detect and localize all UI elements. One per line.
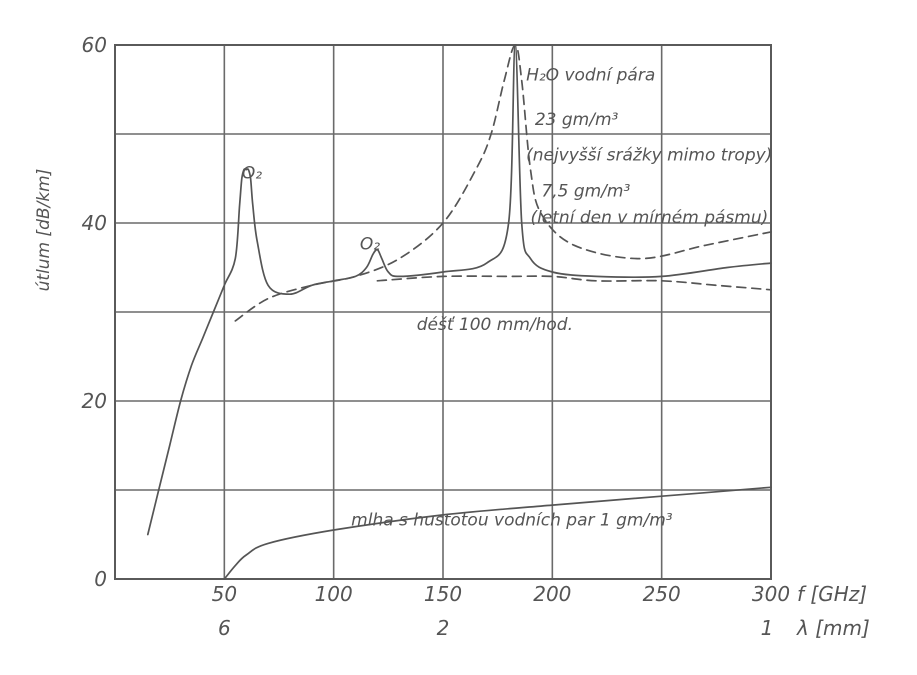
y-tick-label: 20: [82, 389, 107, 413]
annotation-label: déšť 100 mm/hod.: [417, 315, 573, 335]
y-tick-labels: 0 20 40 60: [82, 33, 107, 591]
series-line-2: [223, 486, 772, 580]
chart-annotations: O₂ O₂ H₂O vodní pára 23 gm/m³ (nejvyšší sráž…: [242, 66, 773, 531]
x2-tick-label: 2: [437, 616, 450, 640]
x-tick-label: 200: [533, 582, 571, 606]
annotation-label: (letní den v mírném pásmu): [530, 208, 768, 228]
y-tick-label: 60: [82, 33, 107, 57]
chart-series: [146, 44, 772, 580]
x-tick-label: 150: [424, 582, 462, 606]
x2-axis-label: λ [mm]: [796, 616, 870, 640]
x-axis-label: f [GHz]: [797, 582, 867, 606]
annotation-label: (nejvyšší srážky mimo tropy): [526, 146, 772, 166]
annotation-label: H₂O vodní pára: [526, 66, 655, 86]
series-line-1: [146, 44, 772, 536]
chart-grid: [114, 44, 772, 580]
annotation-label: O₂: [360, 235, 380, 255]
x2-tick-label: 6: [218, 616, 231, 640]
plot-frame: [114, 44, 772, 580]
x2-tick-labels: 6 2 1: [218, 616, 773, 640]
x2-tick-label: 1: [761, 616, 774, 640]
x-tick-label: 50: [212, 582, 237, 606]
x-tick-labels: 50 100 150 200 250 300: [212, 582, 790, 606]
y-tick-label: 0: [94, 567, 107, 591]
series-line-3: [234, 44, 772, 322]
x-tick-label: 300: [752, 582, 790, 606]
annotation-label: O₂: [242, 164, 262, 184]
series-line-4: [376, 275, 772, 291]
annotation-label: mlha s hustotou vodních par 1 gm/m³: [351, 511, 673, 531]
y-tick-label: 40: [82, 211, 107, 235]
y-axis-label: útlum [dB/km]: [34, 169, 54, 292]
annotation-label: 23 gm/m³: [535, 110, 619, 130]
x-tick-label: 100: [315, 582, 353, 606]
annotation-label: 7,5 gm/m³: [541, 181, 630, 201]
x-tick-label: 250: [643, 582, 681, 606]
